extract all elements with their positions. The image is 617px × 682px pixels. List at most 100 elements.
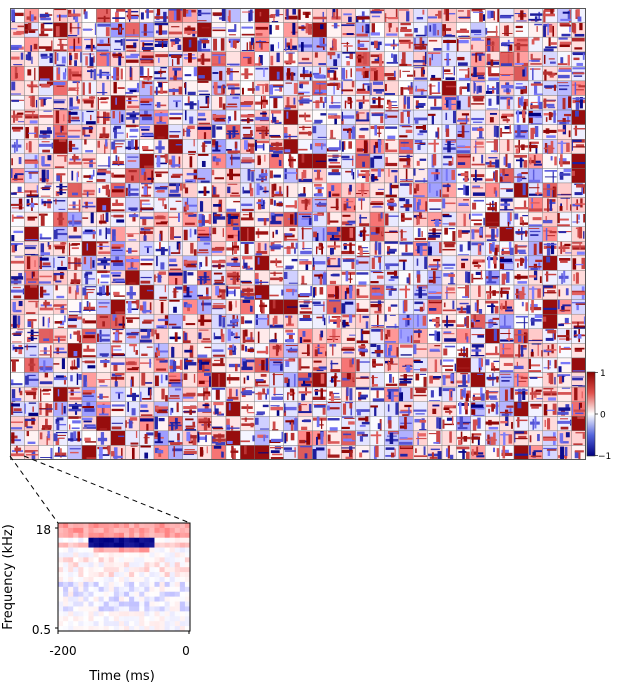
strf-feature xyxy=(279,276,283,282)
strf-tile xyxy=(168,284,184,300)
strf-tile xyxy=(283,36,299,53)
strf-feature xyxy=(542,219,553,224)
strf-feature xyxy=(478,77,485,80)
strf-feature xyxy=(481,154,484,164)
strf-feature xyxy=(200,55,202,65)
strf-feature xyxy=(17,112,24,115)
strf-tile xyxy=(24,66,40,82)
strf-feature xyxy=(270,146,284,151)
strf-feature xyxy=(337,53,340,59)
strf-feature xyxy=(310,143,313,150)
strf-feature xyxy=(341,250,355,255)
strf-feature xyxy=(231,258,239,261)
strf-feature xyxy=(444,227,448,235)
strf-tile-bg xyxy=(442,80,457,96)
strf-feature xyxy=(161,40,164,48)
strf-feature xyxy=(293,97,296,105)
strf-tile xyxy=(283,211,299,228)
strf-feature xyxy=(578,214,580,220)
strf-tile xyxy=(124,211,140,228)
strf-feature xyxy=(456,39,469,44)
strf-feature xyxy=(557,142,570,144)
strf-tile xyxy=(513,80,529,96)
strf-feature xyxy=(213,283,225,285)
strf-feature xyxy=(213,81,218,94)
strf-tile xyxy=(283,95,299,111)
strf-feature xyxy=(117,156,120,167)
strf-tile xyxy=(427,124,443,140)
strf-feature xyxy=(111,164,125,166)
strf-feature xyxy=(127,234,134,237)
strf-feature xyxy=(360,250,369,252)
strf-tile xyxy=(110,182,126,198)
strf-feature xyxy=(448,98,452,111)
strf-tile-bg xyxy=(197,66,212,82)
strf-feature xyxy=(24,110,36,113)
strf-tile xyxy=(10,8,25,23)
strf-tile xyxy=(485,255,500,271)
strf-feature xyxy=(256,187,264,190)
strf-feature xyxy=(61,260,63,267)
strf-tile xyxy=(499,211,515,228)
strf-feature xyxy=(197,229,206,231)
strf-tile-bg xyxy=(298,270,313,286)
strf-feature xyxy=(322,228,325,242)
strf-feature xyxy=(41,169,46,183)
strf-feature xyxy=(102,213,104,222)
strf-tile xyxy=(326,211,342,228)
strf-tile xyxy=(269,182,284,198)
strf-feature xyxy=(485,27,488,35)
strf-feature xyxy=(213,38,218,51)
strf-feature xyxy=(255,231,269,235)
strf-tile xyxy=(24,284,40,300)
strf-tile xyxy=(240,211,256,228)
strf-feature xyxy=(270,136,281,138)
strf-feature xyxy=(329,105,341,109)
strf-tile xyxy=(196,95,212,111)
strf-feature xyxy=(493,11,495,21)
strf-feature xyxy=(572,242,583,244)
strf-tile xyxy=(67,168,83,184)
strf-tile xyxy=(225,22,241,38)
strf-feature xyxy=(463,184,466,195)
strf-feature xyxy=(458,153,470,157)
strf-feature xyxy=(106,53,110,67)
strf-tile xyxy=(571,241,586,257)
strf-feature xyxy=(372,81,384,85)
strf-tile xyxy=(254,109,270,125)
strf-feature xyxy=(495,170,498,183)
strf-tile xyxy=(427,22,443,38)
strf-feature xyxy=(559,88,568,91)
strf-tile-bg xyxy=(398,139,414,155)
strf-feature xyxy=(357,54,362,63)
strf-feature xyxy=(327,155,341,157)
strf-tile xyxy=(168,22,184,38)
strf-tile xyxy=(196,255,212,271)
strf-feature xyxy=(428,96,442,99)
strf-feature xyxy=(17,25,25,28)
strf-feature xyxy=(405,129,413,133)
strf-feature xyxy=(429,83,432,96)
strf-tile xyxy=(10,22,25,38)
strf-feature xyxy=(570,204,572,211)
strf-feature xyxy=(338,83,341,88)
strf-tile xyxy=(182,80,198,96)
strf-tile xyxy=(297,124,313,140)
strf-tile xyxy=(355,80,371,96)
strf-feature xyxy=(472,156,475,162)
strf-feature xyxy=(356,256,370,258)
strf-feature xyxy=(142,146,149,150)
strf-feature xyxy=(318,63,326,66)
strf-feature xyxy=(500,203,511,206)
strf-tile-bg xyxy=(312,22,328,38)
strf-feature xyxy=(574,203,586,205)
strf-feature xyxy=(106,285,109,296)
strf-tile xyxy=(24,226,40,242)
strf-tile-bg xyxy=(427,51,443,67)
strf-feature xyxy=(357,154,370,156)
strf-tile xyxy=(384,95,400,111)
strf-tile xyxy=(53,139,68,155)
strf-feature xyxy=(530,234,539,236)
strf-feature xyxy=(159,230,163,241)
strf-feature xyxy=(215,141,219,151)
